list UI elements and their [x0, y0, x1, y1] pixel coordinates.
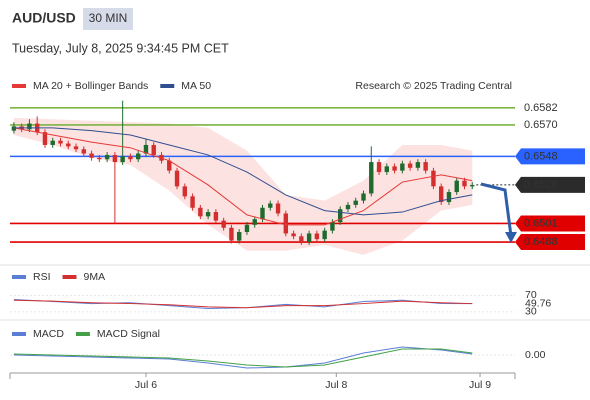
legend-label: MACD Signal [97, 328, 160, 340]
candle-body [462, 180, 467, 187]
candle-body [213, 212, 219, 221]
candle-body [236, 232, 242, 241]
price-label: 0.6488 [524, 236, 558, 248]
candle-body [66, 143, 71, 147]
candle-body [423, 162, 428, 171]
candle-body [438, 186, 444, 203]
price-label: 0.6501 [524, 217, 558, 229]
plot: MA 20 + Bollinger Bands MA 50 0.6582 0.6570… [10, 80, 585, 391]
last-value-label: 49.76 [525, 297, 551, 309]
candle-body [337, 209, 343, 223]
candle-body [229, 227, 234, 241]
candle-body [431, 170, 436, 187]
candle-body [73, 146, 79, 150]
bollinger-band [13, 117, 473, 255]
candle-body [205, 212, 211, 217]
candle-body [27, 123, 32, 130]
candle-body [190, 196, 195, 208]
x-tick-label: Jul 6 [135, 379, 157, 391]
candle-body [135, 153, 141, 160]
source: Research © 2025 Trading Central [355, 80, 512, 92]
candle-body [400, 163, 405, 171]
candle-body [291, 233, 296, 237]
legend-label: MA 20 + Bollinger Bands [33, 80, 148, 92]
candle-body [81, 149, 87, 154]
indicator-line [13, 299, 473, 309]
price-label-box [515, 148, 585, 165]
candle-body [151, 144, 156, 155]
candle-body [306, 233, 312, 243]
price-label-box [515, 215, 585, 232]
candle-body [58, 140, 63, 144]
candle-body [128, 156, 133, 160]
candle-body [283, 213, 289, 234]
candle-body [182, 186, 188, 197]
candle-body [112, 154, 118, 163]
candle-body [275, 203, 281, 214]
price-label: 0.6548 [524, 150, 558, 162]
candle-body [260, 207, 265, 220]
price-label-box [515, 234, 585, 251]
candle-body [11, 126, 17, 131]
candle-body [120, 156, 125, 163]
candle-body [314, 233, 320, 240]
candle-body [345, 204, 351, 210]
candle-body [104, 154, 110, 160]
legend-label: RSI [33, 271, 51, 283]
candle-body [384, 166, 390, 173]
price-label: 0.6582 [524, 102, 558, 114]
candle-body [97, 157, 102, 160]
candle-body [143, 144, 149, 154]
projection-arrow [480, 182, 513, 237]
candle-body [353, 200, 358, 205]
candle-body [50, 140, 55, 145]
indicator-line [13, 346, 473, 369]
candle-body [369, 162, 374, 194]
y-tick-label: 0.00 [525, 349, 546, 361]
candle-body [446, 192, 452, 203]
symbol: AUD/USD [12, 10, 76, 26]
interval-box [83, 8, 133, 30]
projection-arrow-head [505, 232, 517, 243]
indicator-line [13, 348, 473, 368]
y-tick-label: 30 [525, 306, 537, 318]
timestamp: Tuesday, July 8, 2025 9:34:45 PM CET [12, 41, 229, 55]
candle-body [361, 193, 366, 201]
candle-body [454, 180, 459, 193]
price-label: 0.6570 [524, 119, 558, 131]
x-tick-label: Jul 9 [469, 379, 491, 391]
candle-body [268, 203, 273, 208]
legend-label: 9MA [84, 271, 106, 283]
candle-body [174, 170, 180, 187]
candle-body [252, 219, 257, 225]
candle-body [89, 153, 94, 158]
indicator-line [13, 127, 473, 226]
candle-body [299, 236, 304, 243]
candle-body [415, 162, 421, 168]
price-label: 0.6528 [524, 179, 558, 191]
candle-body [244, 224, 250, 233]
candle-body [42, 132, 48, 145]
candle-body [167, 160, 172, 171]
candle-body [330, 222, 335, 231]
candle-body [470, 184, 475, 187]
candle-body [221, 220, 226, 228]
y-tick-label: 70 [525, 289, 537, 301]
indicator-line [13, 127, 473, 216]
candle-body [376, 162, 382, 173]
candle-body [392, 166, 397, 171]
candle-body [322, 230, 327, 240]
legend-label: MA 50 [181, 80, 211, 92]
legend-label: MACD [33, 328, 64, 340]
x-tick-label: Jul 8 [325, 379, 347, 391]
price-label-box [515, 176, 585, 193]
interval: 30 MIN [89, 11, 128, 25]
candle-body [407, 163, 413, 168]
candle-body [198, 207, 203, 217]
